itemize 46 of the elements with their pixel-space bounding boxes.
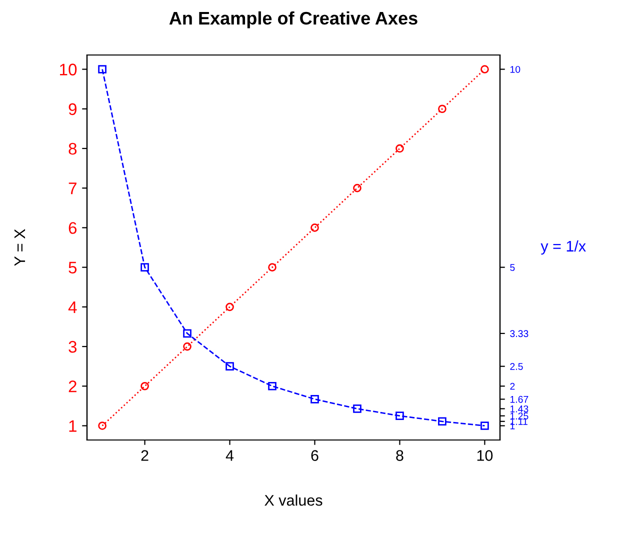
y-tick-label: 3 bbox=[68, 340, 77, 353]
point bbox=[183, 342, 192, 351]
point bbox=[183, 329, 192, 338]
point bbox=[268, 263, 276, 272]
y-tick-label: 6 bbox=[68, 222, 77, 234]
x-tick-label: 6 bbox=[311, 450, 318, 461]
y-tick-label: 2 bbox=[68, 380, 76, 392]
y-tick-label: 7 bbox=[68, 182, 76, 194]
x-tick-label: 4 bbox=[226, 450, 234, 461]
point bbox=[98, 422, 106, 430]
point bbox=[226, 302, 234, 312]
chart-title: An Example of Creative Axes bbox=[169, 11, 418, 28]
y2-tick-label: 1.67 bbox=[510, 396, 528, 403]
y2-axis-title: y = 1/x bbox=[540, 240, 586, 255]
point bbox=[353, 404, 362, 413]
point bbox=[268, 382, 276, 390]
y-tick-label: 5 bbox=[68, 262, 77, 274]
y-tick-label: 1 bbox=[69, 420, 76, 432]
x-tick-label: 8 bbox=[396, 450, 404, 461]
y-tick-label: 8 bbox=[68, 142, 77, 155]
y2-tick-label: 2.5 bbox=[510, 363, 523, 370]
x-tick-label: 10 bbox=[477, 450, 493, 461]
y2-tick-label: 2 bbox=[510, 382, 515, 390]
point bbox=[226, 362, 234, 370]
point bbox=[438, 104, 446, 114]
y2-tick-label: 1.43 bbox=[510, 405, 528, 412]
point bbox=[438, 417, 446, 426]
x-axis-title: X values bbox=[264, 494, 322, 506]
point bbox=[396, 412, 404, 420]
y-tick-label: 9 bbox=[68, 103, 76, 116]
y-axis-title: Y = X bbox=[14, 229, 26, 266]
point bbox=[480, 65, 489, 74]
point bbox=[480, 422, 489, 430]
point bbox=[353, 184, 362, 192]
point bbox=[140, 263, 149, 272]
y2-tick-label: 3.33 bbox=[510, 330, 528, 338]
point bbox=[310, 395, 319, 404]
point bbox=[140, 382, 149, 390]
point bbox=[396, 144, 404, 153]
y2-tick-label: 10 bbox=[510, 66, 520, 73]
y-tick-label: 10 bbox=[60, 64, 77, 76]
y2-tick-label: 5 bbox=[510, 264, 515, 271]
point bbox=[98, 65, 106, 74]
y-tick-label: 4 bbox=[68, 301, 77, 313]
x-tick-label: 2 bbox=[141, 450, 148, 461]
point bbox=[310, 224, 319, 232]
